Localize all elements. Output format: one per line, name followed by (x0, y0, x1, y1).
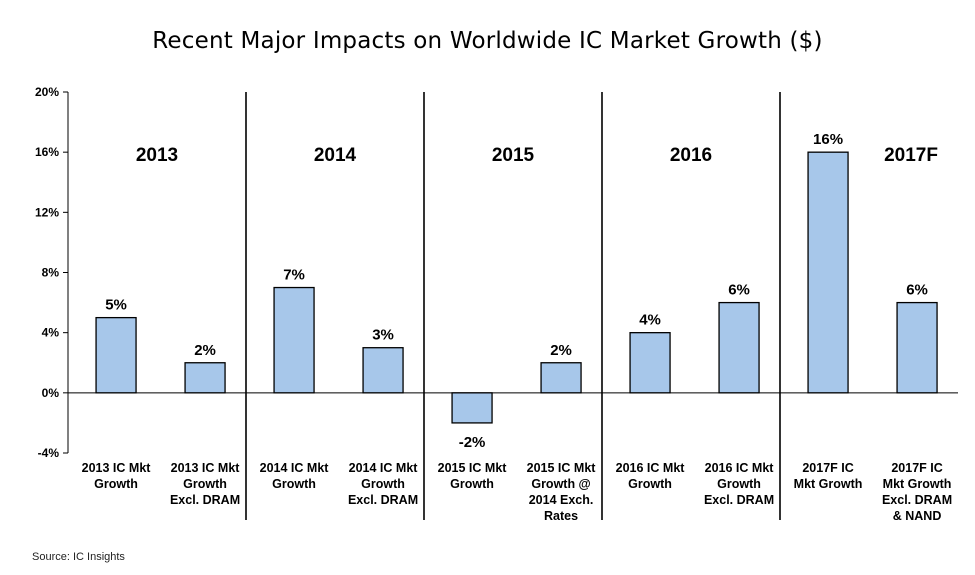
bar (451, 392, 493, 424)
data-label: 4% (639, 312, 661, 329)
data-label: 5% (105, 297, 127, 314)
data-label: 3% (372, 327, 394, 344)
category-label: 2014 IC Mkt Growth (260, 461, 330, 491)
y-tick-label: 20% (35, 85, 59, 99)
category-label-line: Mkt Growth (794, 477, 863, 491)
category-label-line: Mkt Growth (883, 477, 952, 491)
bar (184, 362, 226, 394)
category-labels: 2013 IC Mkt Growth 2013 IC Mkt Growth Excl. … (82, 461, 952, 523)
category-label: 2015 IC Mkt Growth (438, 461, 508, 491)
data-label: 2% (550, 342, 572, 359)
category-label-line: Rates (544, 509, 578, 523)
category-label: 2017F IC Mkt Growth (794, 461, 863, 491)
group-separators (245, 92, 781, 520)
year-label: 2016 (670, 145, 712, 166)
bar (807, 151, 849, 394)
y-tick-label: 16% (35, 145, 59, 159)
data-label: 2% (194, 342, 216, 359)
category-label-line: 2017F IC (891, 461, 942, 475)
y-tick-label: 0% (42, 386, 60, 400)
category-label-line: 2016 IC Mkt (616, 461, 686, 475)
bar (362, 347, 404, 394)
data-label: 16% (813, 131, 843, 148)
y-tick-label: 12% (35, 205, 59, 219)
category-label-line: Growth (717, 477, 761, 491)
category-label: 2016 IC Mkt Growth (616, 461, 686, 491)
bar (95, 316, 137, 394)
bar (629, 332, 671, 394)
year-labels: 2013 2014 2015 2016 2017F (136, 145, 938, 166)
bars (95, 151, 938, 424)
year-label: 2014 (314, 145, 357, 166)
category-label: 2014 IC Mkt Growth Excl. DRAM (348, 461, 418, 507)
category-label-line: 2015 IC Mkt (438, 461, 508, 475)
category-label-line: Growth (361, 477, 405, 491)
y-tick-label: 8% (42, 266, 60, 280)
category-label-line: Excl. DRAM (348, 493, 418, 507)
category-label-line: 2013 IC Mkt (171, 461, 241, 475)
bar (718, 301, 760, 394)
category-label-line: Growth (450, 477, 494, 491)
category-label: 2015 IC Mkt Growth @ 2014 Exch. Rates (527, 461, 597, 523)
category-label-line: 2015 IC Mkt (527, 461, 597, 475)
year-label: 2015 (492, 145, 535, 166)
category-label-line: Growth (272, 477, 316, 491)
category-label-line: 2016 IC Mkt (705, 461, 775, 475)
source-note: Source: IC Insights (32, 551, 125, 563)
category-label-line: 2017F IC (802, 461, 853, 475)
category-label-line: Growth (94, 477, 138, 491)
bar (540, 362, 582, 394)
category-label: 2013 IC Mkt Growth (82, 461, 152, 491)
category-label: 2013 IC Mkt Growth Excl. DRAM (170, 461, 240, 507)
category-label-line: Growth (628, 477, 672, 491)
data-label: 6% (728, 282, 750, 299)
data-label: -2% (459, 434, 486, 451)
bar (273, 286, 315, 394)
category-label-line: & NAND (893, 509, 942, 523)
data-label: 7% (283, 267, 305, 284)
category-label-line: 2013 IC Mkt (82, 461, 152, 475)
category-label-line: 2014 IC Mkt (260, 461, 330, 475)
chart-title: Recent Major Impacts on Worldwide IC Mar… (152, 28, 823, 54)
category-label-line: Growth @ (531, 477, 590, 491)
year-label: 2017F (884, 145, 938, 166)
category-label-line: Growth (183, 477, 227, 491)
category-label-line: Excl. DRAM (704, 493, 774, 507)
data-labels: 5% 2% 7% 3% -2% 2% 4% 6% 16% 6% (105, 131, 928, 451)
category-label-line: 2014 IC Mkt (349, 461, 419, 475)
data-label: 6% (906, 282, 928, 299)
y-tick-label: -4% (38, 446, 60, 460)
y-tick-label: 4% (42, 326, 60, 340)
year-label: 2013 (136, 145, 178, 166)
category-label: 2016 IC Mkt Growth Excl. DRAM (704, 461, 774, 507)
category-label-line: Excl. DRAM (170, 493, 240, 507)
bar (896, 301, 938, 394)
category-label-line: 2014 Exch. (529, 493, 594, 507)
category-label: 2017F IC Mkt Growth Excl. DRAM & NAND (882, 461, 952, 523)
category-label-line: Excl. DRAM (882, 493, 952, 507)
